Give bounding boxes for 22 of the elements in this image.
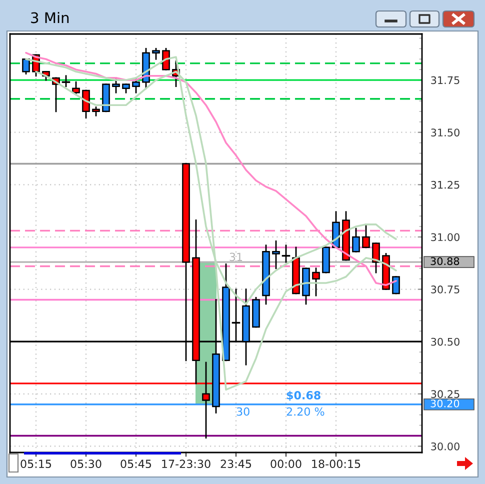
ref-line-label: 30.88 — [430, 257, 460, 266]
annotation: 2.20 % — [286, 407, 324, 416]
x-tick-label: 17-23:30 — [162, 460, 210, 468]
x-tick-label: 18-00:15 — [312, 460, 360, 468]
x-tick-label: 05:45 — [120, 460, 152, 468]
y-tick-label: 31.75 — [431, 76, 460, 84]
y-tick-label: 30.75 — [431, 286, 460, 294]
y-tick-label: 31.25 — [431, 180, 460, 189]
y-tick-label: 31.00 — [431, 233, 460, 242]
y-tick-label: 30.00 — [431, 442, 460, 450]
x-tick-label: 00:00 — [270, 460, 302, 468]
ref-line-label: 30.20 — [430, 400, 460, 408]
annotation: 31 — [230, 252, 242, 262]
y-tick-label: 31.50 — [431, 128, 460, 136]
chart-title: 3 Min — [31, 12, 69, 24]
annotation: 30 — [236, 407, 250, 416]
y-tick-label: 30.25 — [431, 390, 460, 398]
x-tick-label: 05:15 — [20, 460, 52, 468]
y-tick-label: 30.50 — [431, 338, 460, 346]
x-tick-label: 05:30 — [70, 460, 102, 468]
x-tick-label: 23:45 — [220, 460, 252, 468]
annotation: $0.68 — [286, 390, 320, 401]
